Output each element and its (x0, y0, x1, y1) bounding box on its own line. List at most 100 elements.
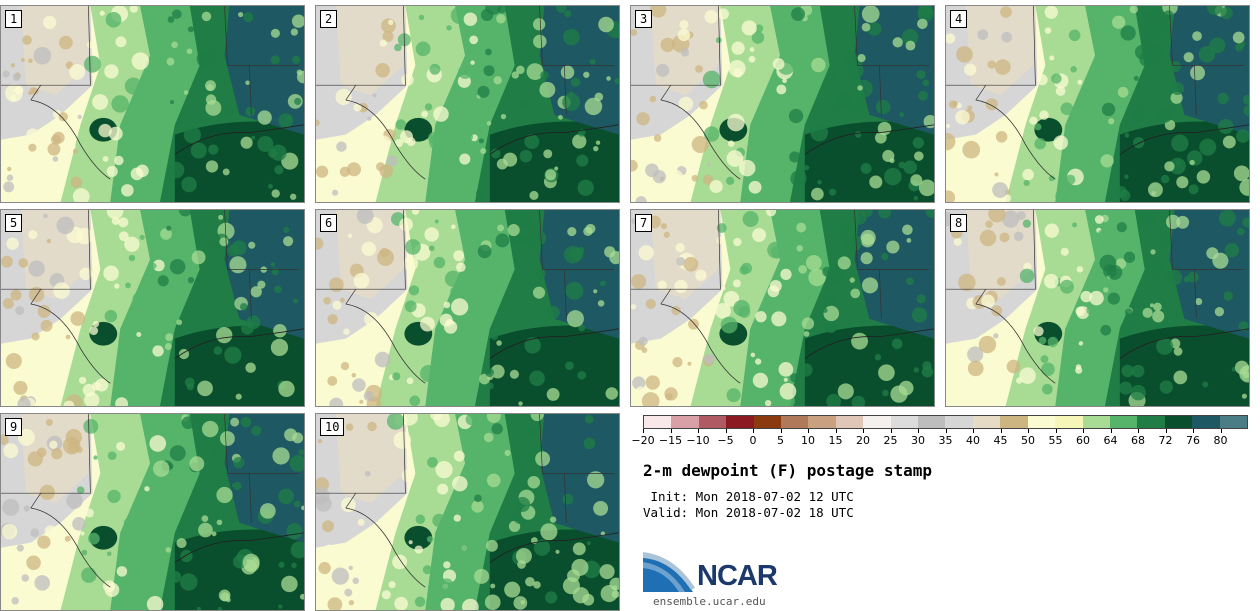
colorbar-tick (945, 429, 947, 433)
dewpoint-map (316, 210, 619, 406)
map-panel: 1 (0, 5, 305, 203)
dewpoint-map (946, 6, 1249, 202)
map-panel: 2 (315, 5, 620, 203)
panel-number: 9 (5, 418, 23, 436)
colorbar-tick (1165, 429, 1167, 433)
colorbar-tick-label: 30 (911, 434, 925, 447)
colorbar-tick (863, 429, 864, 433)
colorbar-segment (1027, 416, 1056, 428)
colorbar-tick (890, 429, 892, 433)
colorbar-segment (698, 416, 727, 428)
map-panel: 7 (630, 209, 935, 407)
colorbar-tick-label: 0 (749, 434, 757, 447)
map-panel: 5 (0, 209, 305, 407)
panel-number: 2 (320, 10, 338, 28)
colorbar-segment (644, 416, 672, 428)
colorbar-segment (1192, 416, 1220, 428)
colorbar-tick-label: 5 (777, 434, 784, 447)
panel-number: 6 (320, 214, 338, 232)
dewpoint-map (316, 414, 619, 610)
colorbar-tick-label: 72 (1158, 434, 1173, 447)
colorbar-tick-label: 40 (966, 434, 980, 447)
colorbar-segment (1219, 416, 1247, 428)
chart-title: 2-m dewpoint (F) postage stamp (643, 461, 932, 480)
colorbar-tick (753, 429, 754, 433)
colorbar-tick-label: 60 (1076, 434, 1090, 447)
colorbar-tick (698, 429, 699, 433)
colorbar-tick-label: 20 (856, 434, 870, 447)
logo-url: ensemble.ucar.edu (653, 595, 766, 608)
colorbar-tick (1138, 429, 1139, 433)
map-panel: 10 (315, 413, 620, 611)
dewpoint-map (1, 6, 304, 202)
colorbar-segment (918, 416, 946, 428)
colorbar-tick-label: 68 (1131, 434, 1145, 447)
colorbar-tick (1193, 429, 1194, 433)
colorbar-tick-label: 10 (801, 434, 815, 447)
colorbar-tick-label: −20 (631, 434, 655, 447)
colorbar-tick (1110, 429, 1112, 433)
panel-number: 1 (5, 10, 23, 28)
colorbar-segment (671, 416, 699, 428)
colorbar-tick (973, 429, 974, 433)
dewpoint-map (631, 6, 934, 202)
colorbar-segment (1082, 416, 1110, 428)
colorbar-segment (726, 416, 754, 428)
ncar-logo-text: NCAR (697, 560, 778, 592)
panel-number: 4 (950, 10, 968, 28)
colorbar-tick-label: 55 (1048, 434, 1063, 447)
colorbar-segment (808, 416, 836, 428)
colorbar (643, 415, 1248, 429)
map-panel: 8 (945, 209, 1250, 407)
colorbar-tick (918, 429, 919, 433)
map-panel: 4 (945, 5, 1250, 203)
colorbar-segment (863, 416, 891, 428)
colorbar-segment (835, 416, 864, 428)
colorbar-segment (1055, 416, 1083, 428)
panel-number: 10 (320, 418, 345, 436)
colorbar-segment (1164, 416, 1193, 428)
colorbar-segment (781, 416, 809, 428)
colorbar-tick (780, 429, 782, 433)
colorbar-segment (945, 416, 973, 428)
colorbar-tick (1220, 429, 1222, 433)
map-panel: 6 (315, 209, 620, 407)
colorbar-tick (1083, 429, 1084, 433)
colorbar-segment (1109, 416, 1138, 428)
panel-number: 5 (5, 214, 23, 232)
colorbar-ticks: −20 −15 −10 −5 0 5 10 15 20 25 30 35 40 45 50 55 60 64 68 7… (631, 429, 1248, 449)
colorbar-segment (972, 416, 1001, 428)
ncar-swoosh-icon (643, 552, 695, 592)
colorbar-tick (670, 429, 672, 433)
colorbar-segment (1000, 416, 1028, 428)
colorbar-tick-label: −10 (686, 434, 710, 447)
map-panel: 9 (0, 413, 305, 611)
dewpoint-map (1, 414, 304, 610)
valid-time: Valid: Mon 2018-07-02 18 UTC (643, 505, 854, 520)
panel-number: 7 (635, 214, 653, 232)
colorbar-segment (890, 416, 919, 428)
ncar-logo: NCAR (643, 552, 793, 600)
dewpoint-map (946, 210, 1249, 406)
dewpoint-map (316, 6, 619, 202)
colorbar-tick-label: 80 (1213, 434, 1228, 447)
colorbar-tick-label: 64 (1103, 434, 1118, 447)
colorbar-segment (1137, 416, 1165, 428)
colorbar-tick (835, 429, 837, 433)
colorbar-tick (643, 429, 644, 433)
colorbar-tick (1028, 429, 1029, 433)
colorbar-tick (1055, 429, 1057, 433)
colorbar-tick-label: 15 (828, 434, 843, 447)
colorbar-tick-label: 50 (1021, 434, 1035, 447)
init-time: Init: Mon 2018-07-02 12 UTC (643, 489, 854, 504)
colorbar-tick-label: 76 (1186, 434, 1200, 447)
colorbar-segment (753, 416, 782, 428)
dewpoint-map (1, 210, 304, 406)
colorbar-tick (1000, 429, 1002, 433)
colorbar-tick-label: 45 (993, 434, 1008, 447)
dewpoint-map (631, 210, 934, 406)
colorbar-tick-label: 25 (883, 434, 898, 447)
colorbar-tick-label: −5 (717, 434, 734, 447)
colorbar-tick-label: 35 (938, 434, 953, 447)
panel-number: 8 (950, 214, 968, 232)
